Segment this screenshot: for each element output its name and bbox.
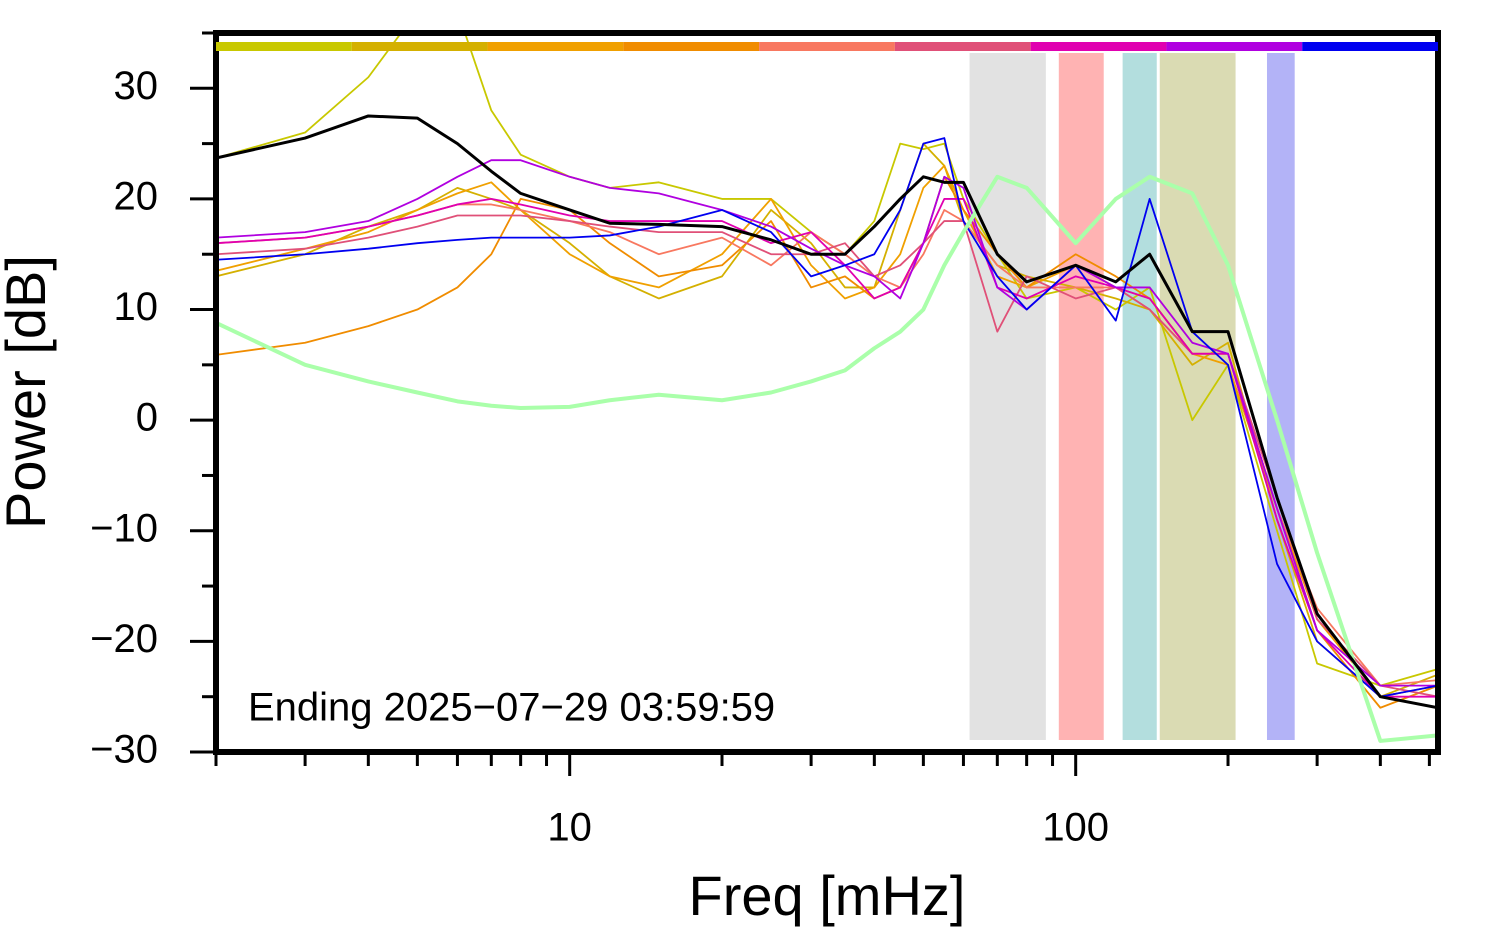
y-tick-label: 20 (114, 174, 159, 218)
y-tick-label: 30 (114, 64, 159, 108)
color-bar-segment (487, 42, 624, 51)
color-bar-segment (1030, 42, 1167, 51)
color-bar-segment (759, 42, 895, 51)
annotation: Ending 2025−07−29 03:59:59 (248, 686, 775, 730)
band (1122, 53, 1157, 740)
axes: −30 −20 −10 0 10 20 30 10 100 (90, 31, 1431, 850)
x-tick-label: 100 (1042, 806, 1109, 850)
band (1159, 53, 1236, 740)
color-bar-segment (216, 42, 352, 51)
y-tick-label: 10 (114, 285, 159, 329)
y-tick-label: −30 (90, 728, 158, 772)
color-bar-segment (1166, 42, 1303, 51)
series-line (216, 142, 1438, 698)
series-line (216, 159, 1438, 687)
color-bar-segment (894, 42, 1031, 51)
color-bar-segment (1302, 42, 1438, 51)
x-axis-title: Freq [mHz] (689, 864, 966, 927)
series-line (216, 174, 1438, 743)
y-axis-title: Power [dB] (0, 255, 57, 529)
series-line (216, 33, 1438, 687)
series-line (216, 198, 1438, 698)
band (1058, 53, 1104, 740)
y-tick-label: −10 (90, 506, 158, 550)
series-line (216, 114, 1438, 710)
lines (216, 33, 1438, 743)
x-tick-label: 10 (547, 806, 592, 850)
band (969, 53, 1046, 740)
series-line (216, 137, 1438, 698)
color-bar-segment (351, 42, 488, 51)
plot-frame (213, 30, 1441, 755)
y-tick-label: 0 (136, 396, 158, 440)
y-tick-label: −20 (90, 617, 158, 661)
color-bar-segment (623, 42, 760, 51)
